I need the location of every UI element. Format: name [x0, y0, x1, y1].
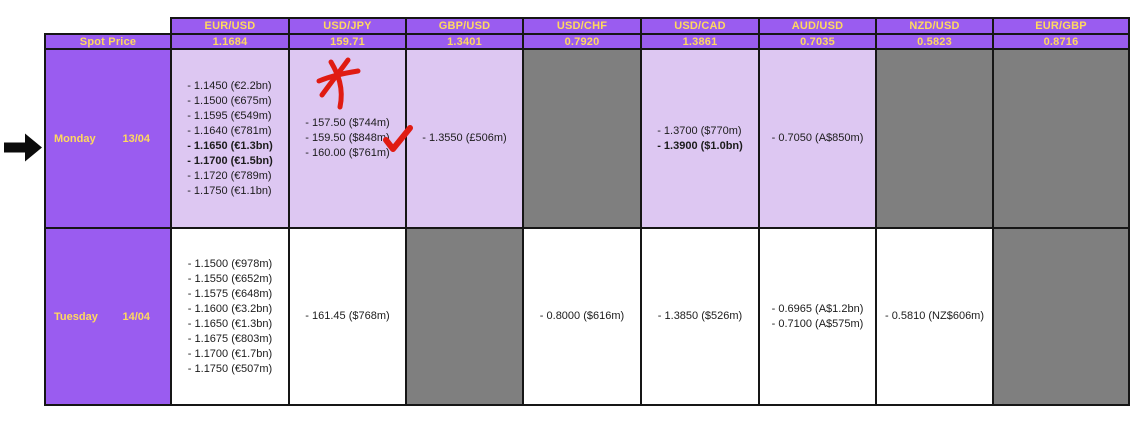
expiry-cell[interactable]: - 1.3550 (£506m): [405, 48, 524, 229]
expiry-entry: - 1.1650 (€1.3bn): [187, 317, 273, 330]
expiry-entry: - 1.1700 (€1.7bn): [187, 347, 273, 360]
expiry-entry: - 1.1650 (€1.3bn): [187, 139, 273, 152]
expiry-entry: - 1.1500 (€978m): [187, 257, 273, 270]
expiry-entry: - 0.5810 (NZ$606m): [884, 310, 985, 322]
expiry-entry: - 160.00 ($761m): [305, 147, 390, 159]
expiry-entries: - 1.1450 (€2.2bn) - 1.1500 (€675m) - 1.159…: [187, 79, 273, 199]
expiry-entries: - 0.8000 ($616m): [540, 309, 624, 324]
empty-cell[interactable]: [992, 48, 1130, 229]
pair-header[interactable]: USD/CHF: [522, 17, 642, 35]
expiry-entry: - 1.1750 (€507m): [187, 362, 273, 375]
expiry-entries: - 157.50 ($744m) - 159.50 ($848m) - 160.00…: [305, 116, 389, 161]
expiry-entries: - 161.45 ($768m): [305, 309, 389, 324]
spot-price-value[interactable]: 0.7035: [758, 33, 877, 50]
expiry-entry: - 0.7050 (A$850m): [771, 132, 864, 144]
expiry-cell[interactable]: - 0.5810 (NZ$606m): [875, 227, 994, 406]
pair-header[interactable]: USD/JPY: [288, 17, 407, 35]
expiry-entries: - 0.7050 (A$850m): [772, 131, 864, 146]
expiry-entry: - 1.1720 (€789m): [187, 169, 272, 182]
expiry-entry: - 1.1600 (€3.2bn): [187, 302, 273, 315]
expiry-entry: - 1.1675 (€803m): [187, 332, 273, 345]
day-row: Monday 13/04 - 1.1450 (€2.2bn) - 1.1500 (€6…: [44, 48, 1130, 229]
expiry-entry: - 1.3700 ($770m): [657, 124, 742, 137]
expiry-entry: - 0.8000 ($616m): [539, 310, 625, 322]
fx-option-expiries-table: EUR/USD USD/JPY GBP/USD USD/CHF USD/CAD AUD/U…: [44, 17, 1130, 406]
spot-price-label: Spot Price: [44, 33, 172, 50]
day-row: Tuesday 14/04 - 1.1500 (€978m) - 1.1550 (€6…: [44, 227, 1130, 406]
expiry-entries: - 0.5810 (NZ$606m): [885, 309, 984, 324]
expiry-entry: - 161.45 ($768m): [305, 310, 390, 322]
empty-cell[interactable]: [992, 227, 1130, 406]
spot-price-value[interactable]: 1.3401: [405, 33, 524, 50]
expiry-entry: - 1.1700 (€1.5bn): [187, 154, 273, 167]
expiry-entries: - 1.1500 (€978m) - 1.1550 (€652m) - 1.1575…: [188, 257, 272, 377]
pair-header[interactable]: NZD/USD: [875, 17, 994, 35]
day-date: 13/04: [122, 132, 150, 145]
expiry-entry: - 1.3850 ($526m): [657, 310, 743, 322]
expiry-cell[interactable]: - 1.1450 (€2.2bn) - 1.1500 (€675m) - 1.159…: [170, 48, 290, 229]
corner-blank: [45, 18, 171, 34]
expiry-cell[interactable]: - 0.6965 (A$1.2bn) - 0.7100 (A$575m): [758, 227, 877, 406]
expiry-cell[interactable]: - 157.50 ($744m) - 159.50 ($848m) - 160.00…: [288, 48, 407, 229]
expiry-entry: - 0.7100 (A$575m): [771, 317, 864, 330]
expiry-cell[interactable]: - 0.7050 (A$850m): [758, 48, 877, 229]
expiry-entries: - 1.3550 (£506m): [422, 131, 506, 146]
day-label-cell[interactable]: Tuesday 14/04: [44, 227, 172, 406]
expiry-entries: - 1.3700 ($770m) - 1.3900 ($1.0bn): [657, 124, 743, 154]
expiry-entry: - 1.3550 (£506m): [422, 132, 507, 144]
expiry-cell[interactable]: - 1.3700 ($770m) - 1.3900 ($1.0bn): [640, 48, 760, 229]
expiry-entry: - 1.3900 ($1.0bn): [657, 139, 743, 152]
day-name: Monday: [54, 132, 96, 145]
expiry-entry: - 159.50 ($848m): [305, 132, 390, 144]
pair-header[interactable]: AUD/USD: [758, 17, 877, 35]
expiry-entry: - 1.1750 (€1.1bn): [187, 184, 272, 197]
expiry-entry: - 1.1550 (€652m): [187, 272, 273, 285]
spot-price-value[interactable]: 0.7920: [522, 33, 642, 50]
spot-price-value[interactable]: 159.71: [288, 33, 407, 50]
spot-price-row: Spot Price 1.1684 159.71 1.3401 0.7920 1.386…: [44, 33, 1130, 50]
pair-header[interactable]: GBP/USD: [405, 17, 524, 35]
expiry-entry: - 1.1500 (€675m): [187, 94, 272, 107]
expiry-cell[interactable]: - 1.1500 (€978m) - 1.1550 (€652m) - 1.1575…: [170, 227, 290, 406]
pair-header[interactable]: EUR/USD: [170, 17, 290, 35]
expiry-cell[interactable]: - 1.3850 ($526m): [640, 227, 760, 406]
current-day-arrow-icon: [4, 133, 42, 167]
expiry-entry: - 1.1640 (€781m): [187, 124, 272, 137]
expiry-entries: - 0.6965 (A$1.2bn) - 0.7100 (A$575m): [772, 302, 864, 332]
day-label-cell[interactable]: Monday 13/04: [44, 48, 172, 229]
day-date: 14/04: [122, 310, 150, 323]
expiry-entries: - 1.3850 ($526m): [658, 309, 742, 324]
expiry-entry: - 0.6965 (A$1.2bn): [771, 302, 864, 315]
expiry-entry: - 1.1575 (€648m): [187, 287, 273, 300]
empty-cell[interactable]: [522, 48, 642, 229]
spot-price-value[interactable]: 1.3861: [640, 33, 760, 50]
spot-price-value[interactable]: 0.5823: [875, 33, 994, 50]
expiry-cell[interactable]: - 0.8000 ($616m): [522, 227, 642, 406]
pair-header[interactable]: EUR/GBP: [992, 17, 1130, 35]
currency-header-row: EUR/USD USD/JPY GBP/USD USD/CHF USD/CAD AUD/U…: [45, 17, 1130, 35]
spot-price-value[interactable]: 1.1684: [170, 33, 290, 50]
day-name: Tuesday: [54, 310, 98, 323]
pair-header[interactable]: USD/CAD: [640, 17, 760, 35]
expiry-entry: - 157.50 ($744m): [305, 117, 390, 129]
spot-price-value[interactable]: 0.8716: [992, 33, 1130, 50]
expiry-cell[interactable]: - 161.45 ($768m): [288, 227, 407, 406]
empty-cell[interactable]: [875, 48, 994, 229]
expiry-entry: - 1.1450 (€2.2bn): [187, 79, 272, 92]
empty-cell[interactable]: [405, 227, 524, 406]
expiry-entry: - 1.1595 (€549m): [187, 109, 272, 122]
